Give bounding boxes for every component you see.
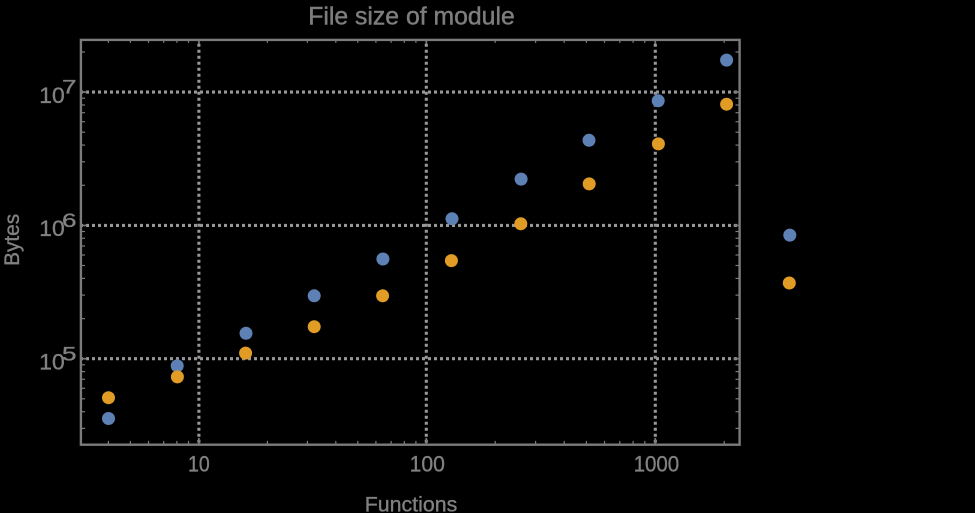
- svg-text:7: 7: [62, 77, 77, 99]
- svg-text:10: 10: [39, 350, 64, 375]
- svg-text:1000: 1000: [634, 452, 680, 477]
- svg-text:10: 10: [39, 216, 64, 241]
- svg-text:100: 100: [410, 452, 445, 477]
- svg-text:10: 10: [188, 452, 210, 477]
- svg-text:Bytes: Bytes: [1, 214, 24, 266]
- svg-text:File size of module: File size of module: [308, 3, 515, 31]
- svg-text:6: 6: [62, 210, 77, 232]
- svg-text:Functions: Functions: [365, 493, 458, 513]
- svg-text:10: 10: [39, 83, 64, 108]
- svg-text:5: 5: [62, 343, 77, 365]
